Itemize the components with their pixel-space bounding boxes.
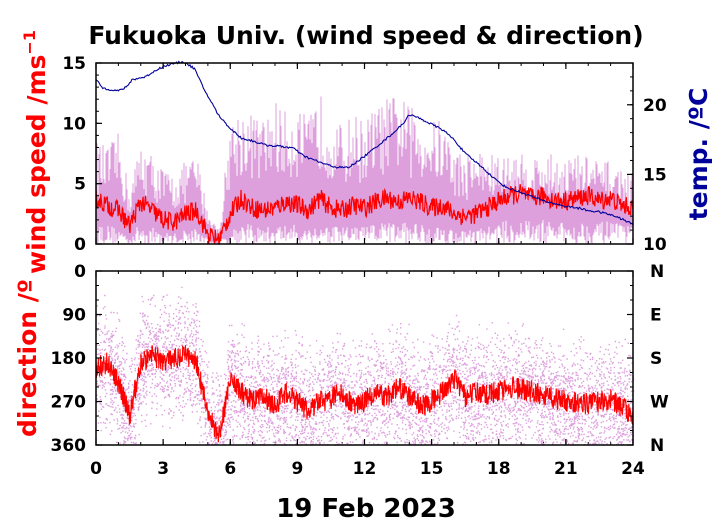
direction-axis-label: direction /º <box>13 279 42 437</box>
direction-y-tick-label: 0 <box>74 262 86 282</box>
wind-y-tick-label: 5 <box>74 175 86 195</box>
x-tick-label: 18 <box>487 459 511 479</box>
direction-y-tick-label: 360 <box>51 436 87 456</box>
x-tick-label: 3 <box>157 459 169 479</box>
x-tick-label: 0 <box>90 459 102 479</box>
temperature-axis-label: temp. /ºC <box>684 88 713 221</box>
direction-y-tick-label: 180 <box>51 349 87 369</box>
direction-axes: 0 3 6 9 12 15 18 21 24 0 N 90 E 180 S 270 W 360 N <box>51 262 670 479</box>
compass-tick-label: E <box>650 306 662 326</box>
compass-tick-label: N <box>650 262 664 282</box>
wind-speed-panel: 0 5 10 15 10 15 20 <box>62 54 667 445</box>
temp-y-tick-label: 15 <box>643 165 667 185</box>
wind-speed-plot-area <box>95 60 634 245</box>
temp-y-tick-label: 10 <box>643 235 667 255</box>
direction-y-tick-label: 90 <box>62 306 86 326</box>
temp-y-tick-label: 20 <box>643 96 667 116</box>
x-tick-label: 6 <box>224 459 236 479</box>
compass-tick-label: W <box>650 393 669 413</box>
date-axis-label: 19 Feb 2023 <box>276 494 456 524</box>
x-tick-label: 21 <box>554 459 578 479</box>
compass-tick-label: N <box>650 436 664 456</box>
wind-speed-axes: 0 5 10 15 10 15 20 <box>62 54 667 445</box>
x-tick-label: 15 <box>420 459 444 479</box>
wind-y-tick-label: 15 <box>62 54 86 74</box>
wind-speed-axis-label: wind speed /ms−1 <box>20 30 51 274</box>
x-tick-label: 9 <box>291 459 303 479</box>
chart-title: Fukuoka Univ. (wind speed & direction) <box>88 21 643 50</box>
direction-mean-series <box>95 345 634 443</box>
x-tick-label: 24 <box>621 459 645 479</box>
direction-y-tick-label: 270 <box>51 393 87 413</box>
direction-plot-area <box>95 286 635 446</box>
wind-y-tick-label: 0 <box>74 235 86 255</box>
wind-mean-series <box>95 184 634 245</box>
direction-panel: 0 3 6 9 12 15 18 21 24 0 N 90 E 180 S 270 W 360 N <box>51 262 670 479</box>
x-tick-label: 12 <box>353 459 377 479</box>
wind-y-tick-label: 10 <box>62 114 86 134</box>
compass-tick-label: S <box>650 349 662 369</box>
